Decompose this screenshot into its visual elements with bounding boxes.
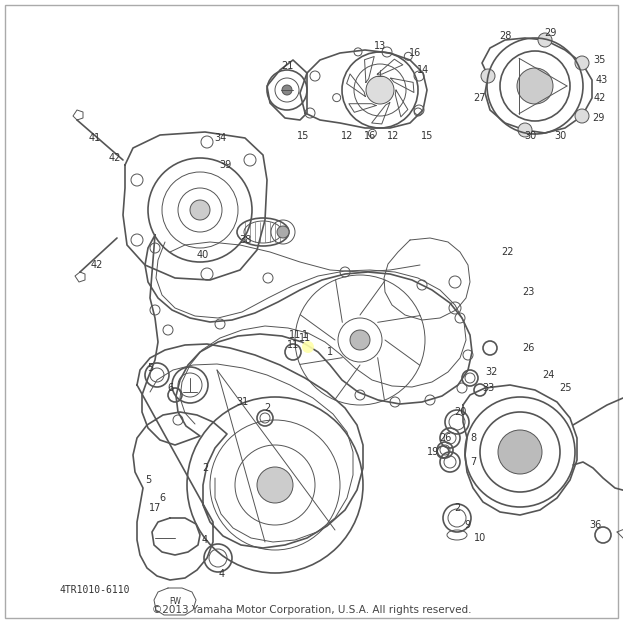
Text: 30: 30	[524, 131, 536, 141]
Text: 30: 30	[554, 131, 566, 141]
Text: 23: 23	[522, 287, 534, 297]
Text: 41: 41	[89, 133, 101, 143]
Text: 39: 39	[219, 160, 231, 170]
Text: 31: 31	[236, 397, 248, 407]
Circle shape	[481, 69, 495, 83]
Circle shape	[350, 330, 370, 350]
Text: 27: 27	[473, 93, 486, 103]
Circle shape	[277, 226, 289, 238]
Text: 4: 4	[219, 569, 225, 579]
Circle shape	[282, 85, 292, 95]
Text: 42: 42	[109, 153, 121, 163]
Text: 11: 11	[287, 340, 299, 350]
Text: 42: 42	[594, 93, 606, 103]
Text: 17: 17	[149, 503, 161, 513]
Text: 10: 10	[474, 533, 486, 543]
Text: 9: 9	[464, 520, 470, 530]
Text: 25: 25	[559, 383, 571, 393]
Text: 42: 42	[91, 260, 103, 270]
Text: 34: 34	[214, 133, 226, 143]
Text: 40: 40	[197, 250, 209, 260]
Circle shape	[538, 33, 552, 47]
Text: 6: 6	[159, 493, 165, 503]
Text: 26: 26	[439, 433, 451, 443]
Text: 15: 15	[421, 131, 433, 141]
Text: 35: 35	[594, 55, 606, 65]
Text: 11: 11	[289, 330, 301, 340]
Text: 1: 1	[327, 347, 333, 357]
Circle shape	[190, 200, 210, 220]
Circle shape	[575, 56, 589, 70]
Text: 32: 32	[486, 367, 498, 377]
Text: FW: FW	[169, 596, 181, 606]
Text: 11: 11	[299, 333, 311, 343]
Text: 28: 28	[499, 31, 511, 41]
Text: 2: 2	[202, 463, 208, 473]
Circle shape	[518, 123, 532, 137]
Text: 8: 8	[470, 433, 476, 443]
Circle shape	[257, 467, 293, 503]
Text: 29: 29	[544, 28, 556, 38]
Text: 24: 24	[542, 370, 554, 380]
Ellipse shape	[302, 341, 314, 353]
Text: 7: 7	[470, 457, 476, 467]
Text: 4TR1010-6110: 4TR1010-6110	[60, 585, 130, 595]
Text: 16: 16	[409, 48, 421, 58]
Text: 38: 38	[239, 235, 251, 245]
Text: 1: 1	[302, 330, 308, 340]
Text: 21: 21	[281, 61, 293, 71]
Text: 6: 6	[167, 383, 173, 393]
Text: 5: 5	[147, 363, 153, 373]
Text: 36: 36	[589, 520, 601, 530]
Text: 2: 2	[264, 403, 270, 413]
Text: 26: 26	[522, 343, 534, 353]
Text: 5: 5	[145, 475, 151, 485]
Text: 13: 13	[374, 41, 386, 51]
Circle shape	[575, 109, 589, 123]
Text: ©2013 Yamaha Motor Corporation, U.S.A. All rights reserved.: ©2013 Yamaha Motor Corporation, U.S.A. A…	[152, 605, 471, 615]
Text: 19: 19	[427, 447, 439, 457]
Text: 14: 14	[417, 65, 429, 75]
Text: 12: 12	[341, 131, 353, 141]
Text: 12: 12	[387, 131, 399, 141]
Circle shape	[498, 430, 542, 474]
Text: 43: 43	[596, 75, 608, 85]
Text: 22: 22	[502, 247, 514, 257]
Text: 33: 33	[482, 383, 494, 393]
Circle shape	[366, 76, 394, 104]
Circle shape	[517, 68, 553, 104]
Text: 4: 4	[202, 535, 208, 545]
Text: 16: 16	[364, 131, 376, 141]
Text: 15: 15	[297, 131, 309, 141]
Text: 20: 20	[454, 407, 466, 417]
Text: 2: 2	[454, 503, 460, 513]
Text: 29: 29	[592, 113, 604, 123]
